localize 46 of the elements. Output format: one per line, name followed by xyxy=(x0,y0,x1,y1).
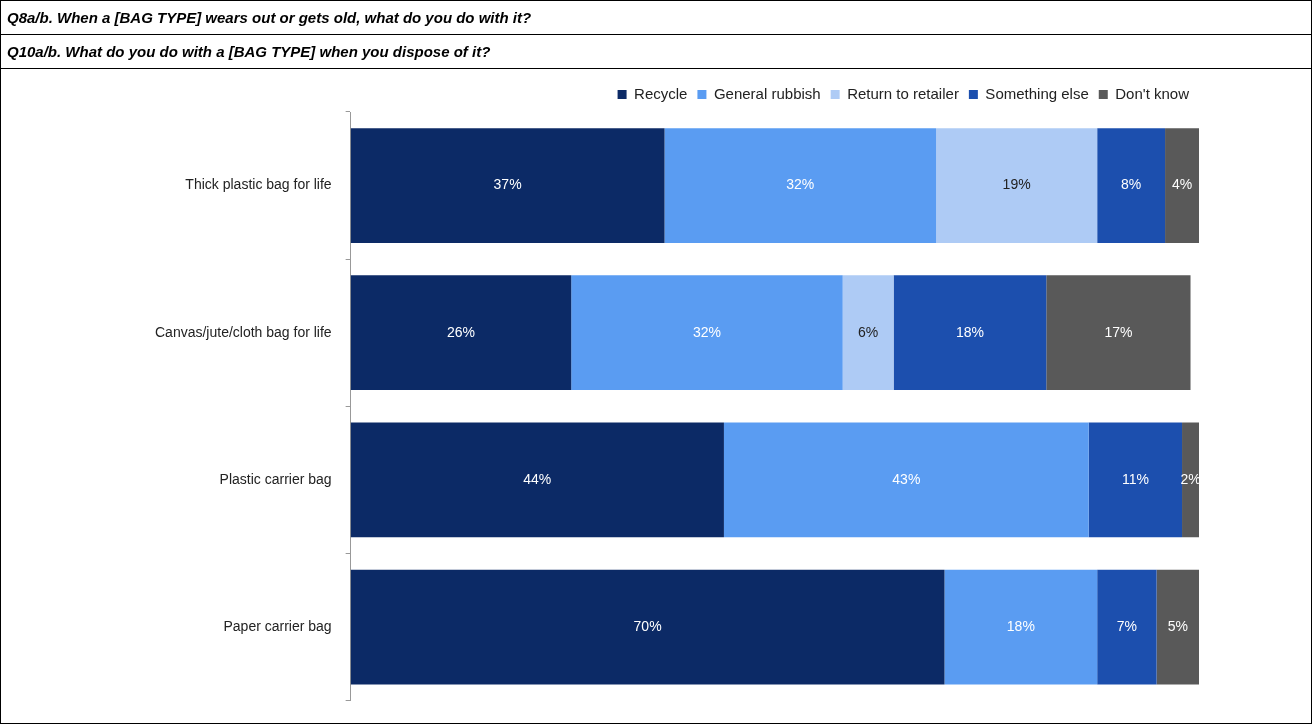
bar xyxy=(1156,569,1199,685)
data-label: 4% xyxy=(1171,176,1193,193)
bar xyxy=(350,569,945,685)
y-tick-label: Paper carrier bag xyxy=(223,617,332,634)
data-label: 18% xyxy=(1006,617,1035,634)
data-label: 70% xyxy=(633,617,662,634)
data-label: 37% xyxy=(493,176,522,193)
legend-label: Recycle xyxy=(634,84,688,102)
chart-title: Q8a/b. When a [BAG TYPE] wears out or gets old, what do you do with it? xyxy=(1,1,1311,35)
bar xyxy=(723,422,1089,538)
bar xyxy=(1088,422,1183,538)
legend-label: Something else xyxy=(985,84,1089,102)
bar xyxy=(1182,422,1199,538)
data-label: 11% xyxy=(1121,470,1149,487)
chart-subtitle: Q10a/b. What do you do with a [BAG TYPE] when you dispose of it? xyxy=(1,35,1311,69)
data-label: 19% xyxy=(1002,176,1031,193)
data-label: 7% xyxy=(1116,617,1138,634)
data-label: 17% xyxy=(1104,323,1133,340)
bar xyxy=(944,569,1098,685)
y-tick-label: Canvas/jute/cloth bag for life xyxy=(155,323,332,340)
data-label: 26% xyxy=(446,323,475,340)
legend-label: General rubbish xyxy=(713,84,821,102)
bar xyxy=(936,128,1098,243)
bar xyxy=(350,128,665,243)
bar xyxy=(350,275,572,391)
legend-label: Return to retailer xyxy=(847,84,959,102)
bar xyxy=(1097,128,1166,243)
data-label: 32% xyxy=(786,176,815,193)
data-label: 8% xyxy=(1121,176,1142,193)
bar xyxy=(1046,275,1191,391)
y-tick-label: Plastic carrier bag xyxy=(219,470,332,487)
data-label: 43% xyxy=(892,470,921,487)
data-label: 44% xyxy=(523,470,552,487)
bar xyxy=(350,422,724,538)
bar xyxy=(571,275,843,391)
data-label: 32% xyxy=(692,323,721,340)
bar xyxy=(842,275,894,391)
y-tick-label: Thick plastic bag for life xyxy=(185,176,332,193)
data-label: 18% xyxy=(955,323,984,340)
bar xyxy=(893,275,1047,391)
legend-label: Don't know xyxy=(1115,84,1190,102)
data-label: 6% xyxy=(858,323,879,340)
bar xyxy=(664,128,937,243)
data-label: 5% xyxy=(1167,617,1188,634)
bar xyxy=(1097,569,1157,685)
bar xyxy=(1165,128,1199,243)
